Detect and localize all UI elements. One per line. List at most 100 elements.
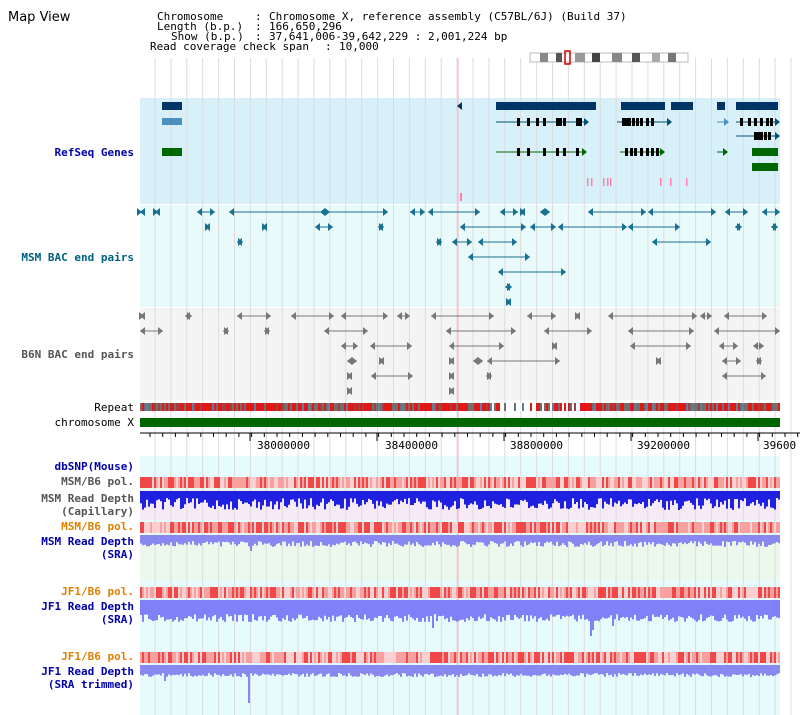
polymorphism-segment (778, 522, 780, 533)
read-depth-bar (616, 535, 618, 542)
polymorphism-segment (434, 587, 436, 598)
track-label-b6n-bac[interactable]: B6N BAC end pairs (21, 348, 134, 361)
polymorphism-segment (454, 652, 456, 663)
bac-end-marker (558, 223, 563, 231)
repeat-segment (618, 403, 620, 411)
read-depth-bar (426, 600, 428, 617)
polymorphism-segment (288, 522, 290, 533)
polymorphism-segment (422, 477, 424, 488)
polymorphism-segment (778, 652, 780, 663)
repeat-segment (160, 403, 162, 411)
track-label-dbsnp[interactable]: dbSNP(Mouse) (54, 460, 134, 473)
track-label-msm-b6-pol-2[interactable]: MSM/B6 pol. (61, 520, 134, 533)
read-depth-bar (452, 665, 454, 675)
repeat-segment (292, 403, 294, 411)
track-label-refseq-genes[interactable]: RefSeq Genes (54, 146, 134, 159)
read-depth-bar (258, 535, 260, 542)
track-label-jf1-b6-pol-2[interactable]: JF1/B6 pol. (61, 650, 134, 663)
b6n-bac-track-background (140, 308, 780, 400)
read-depth-bar (190, 665, 192, 676)
read-depth-bar (342, 665, 344, 676)
read-depth-bar (448, 491, 450, 510)
read-depth-bar (582, 535, 584, 545)
read-depth-bar (200, 600, 202, 619)
polymorphism-segment (490, 477, 492, 488)
polymorphism-segment (342, 522, 344, 533)
repeat-segment (212, 403, 214, 411)
read-depth-bar (554, 491, 556, 500)
polymorphism-segment (288, 587, 290, 598)
read-depth-bar (620, 665, 622, 675)
polymorphism-segment (686, 652, 688, 663)
read-depth-bar (372, 665, 374, 675)
bac-end-marker (707, 312, 712, 320)
polymorphism-segment (508, 522, 510, 533)
repeat-segment (682, 403, 684, 411)
polymorphism-segment (258, 477, 260, 488)
read-depth-bar (758, 665, 760, 677)
track-label-msm-depth-capillary[interactable]: MSM Read Depth (41, 492, 134, 505)
gene-exon (754, 118, 757, 126)
polymorphism-segment (296, 652, 298, 663)
polymorphism-segment (506, 522, 508, 533)
repeat-segment (416, 403, 418, 411)
read-depth-bar (144, 535, 146, 545)
bac-end-marker (379, 223, 384, 231)
read-depth-bar (302, 491, 304, 509)
track-label-msm-depth-sra[interactable]: MSM Read Depth (41, 535, 134, 548)
polymorphism-segment (658, 587, 660, 598)
polymorphism-segment (608, 587, 610, 598)
read-depth-bar (594, 600, 596, 621)
polymorphism-segment (180, 652, 182, 663)
read-depth-bar (516, 600, 518, 618)
read-depth-bar (580, 491, 582, 499)
polymorphism-segment (402, 522, 404, 533)
repeat-segment (778, 403, 780, 411)
read-depth-bar (458, 491, 460, 509)
polymorphism-segment (588, 522, 590, 533)
read-depth-bar (156, 491, 158, 501)
polymorphism-segment (504, 587, 506, 598)
track-label-jf1-depth-trimmed[interactable]: JF1 Read Depth (41, 665, 134, 678)
repeat-segment (264, 403, 266, 411)
polymorphism-segment (584, 522, 586, 533)
polymorphism-segment (384, 477, 386, 488)
polymorphism-segment (374, 477, 376, 488)
read-depth-bar (248, 535, 250, 547)
read-depth-bar (372, 491, 374, 504)
bac-end-marker (475, 208, 480, 216)
repeat-segment (568, 403, 570, 411)
polymorphism-segment (140, 522, 142, 533)
polymorphism-segment (548, 587, 550, 598)
polymorphism-segment (194, 477, 196, 488)
mrna-mark (607, 178, 609, 186)
polymorphism-segment (534, 587, 536, 598)
track-label-msm-bac[interactable]: MSM BAC end pairs (21, 251, 134, 264)
polymorphism-segment (648, 477, 650, 488)
read-depth-bar (570, 535, 572, 543)
read-depth-bar (202, 491, 204, 503)
read-depth-bar (164, 665, 166, 681)
read-depth-bar (238, 491, 240, 500)
track-label-msm-b6-pol-1[interactable]: MSM/B6 pol. (61, 475, 134, 488)
repeat-segment (638, 403, 640, 411)
repeat-segment (374, 403, 376, 411)
polymorphism-segment (628, 652, 630, 663)
bac-end-marker (719, 342, 724, 350)
read-depth-bar (696, 600, 698, 622)
polymorphism-segment (190, 652, 192, 663)
read-depth-bar (672, 665, 674, 675)
read-depth-bar (484, 535, 486, 546)
polymorphism-segment (522, 587, 524, 598)
polymorphism-segment (496, 477, 498, 488)
polymorphism-segment (642, 587, 644, 598)
read-depth-bar (248, 491, 250, 505)
gene-strand-arrow (660, 148, 665, 156)
track-label-jf1-b6-pol-1[interactable]: JF1/B6 pol. (61, 585, 134, 598)
polymorphism-segment (538, 477, 540, 488)
polymorphism-segment (174, 477, 176, 488)
polymorphism-segment (234, 587, 236, 598)
track-label-jf1-depth-sra[interactable]: JF1 Read Depth (41, 600, 134, 613)
read-depth-bar (350, 600, 352, 617)
read-depth-bar (698, 665, 700, 675)
